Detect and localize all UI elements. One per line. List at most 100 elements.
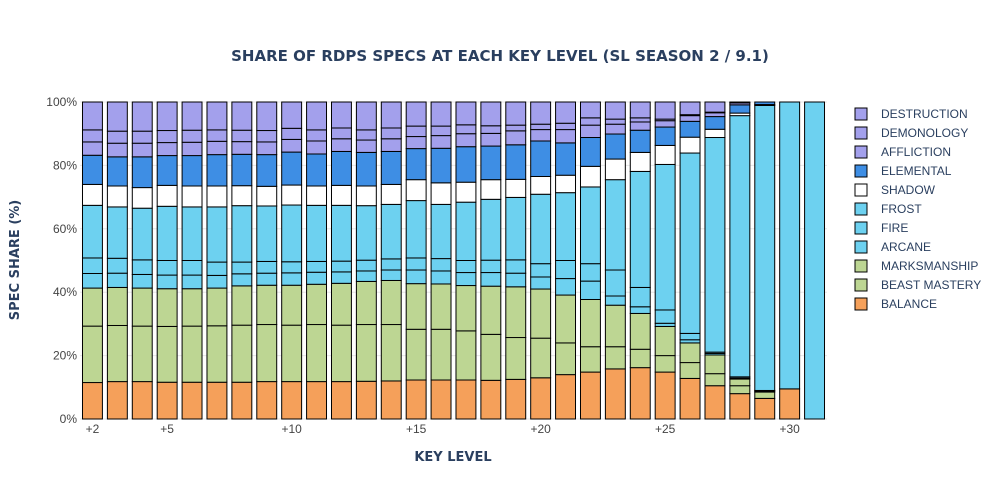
- bar-segment-shadow: [355, 185, 377, 207]
- bar-segment-fire: [81, 257, 103, 274]
- bar-segment-frost: [106, 206, 128, 259]
- bar-segment-destruction: [181, 101, 203, 131]
- bar-segment-shadow: [281, 184, 303, 206]
- legend-label: BEAST MASTERY: [881, 278, 981, 292]
- bar-segment-elemental: [679, 120, 701, 138]
- bar-segment-marksmanship: [81, 287, 103, 327]
- legend-label: BALANCE: [881, 297, 937, 311]
- bar-segment-demonology: [579, 117, 601, 126]
- bar-segment-fire: [256, 260, 278, 274]
- bar-segment-destruction: [106, 101, 128, 132]
- bar-segment-balance: [455, 379, 477, 420]
- bar-segment-fire: [206, 261, 228, 276]
- bar-segment-demonology: [405, 125, 427, 138]
- bar-segment-beast-mastery: [430, 328, 452, 381]
- bar-segment-elemental: [131, 156, 153, 189]
- bar-segment-fire: [355, 259, 377, 272]
- bar-segment-arcane: [231, 273, 253, 287]
- bar-segment-destruction: [281, 101, 303, 129]
- x-tick-label: +25: [655, 422, 676, 436]
- bar-segment-affliction: [654, 120, 676, 128]
- bar-segment-frost: [629, 170, 651, 288]
- bar-segment-marksmanship: [654, 325, 676, 357]
- bar-segment-arcane: [455, 272, 477, 287]
- bar-segment-shadow: [629, 151, 651, 172]
- bar-segment-destruction: [81, 101, 103, 131]
- bar-segment-elemental: [654, 126, 676, 146]
- bar-segment-demonology: [156, 130, 178, 144]
- bar-segment-marksmanship: [729, 378, 751, 387]
- legend-label: DEMONOLOGY: [881, 126, 968, 140]
- bar-segment-frost: [380, 203, 402, 260]
- bar-segment-fire: [579, 263, 601, 282]
- bar-segment-demonology: [455, 124, 477, 135]
- legend: DESTRUCTION DEMONOLOGY AFFLICTION ELEMENTAL…: [854, 107, 981, 311]
- bar-segment-shadow: [206, 185, 228, 208]
- legend-swatch: [854, 202, 868, 216]
- bar-segment-balance: [654, 371, 676, 420]
- bar-segment-balance: [206, 381, 228, 420]
- bar-segment-balance: [380, 380, 402, 420]
- bar-segment-destruction: [579, 101, 601, 119]
- bar-segment-beast-mastery: [480, 333, 502, 381]
- bar-segment-affliction: [455, 133, 477, 148]
- bar-segment-elemental: [629, 129, 651, 153]
- bar-segment-destruction: [455, 101, 477, 126]
- bar-segment-elemental: [81, 154, 103, 185]
- bar-segment-fire: [306, 260, 328, 273]
- bar-segment-demonology: [604, 118, 626, 125]
- bar-segment-elemental: [106, 156, 128, 187]
- x-tick-label: +15: [406, 422, 427, 436]
- bar-segment-balance: [281, 381, 303, 420]
- bar-segment-frost: [704, 137, 726, 353]
- y-tick-label: 60%: [53, 222, 77, 236]
- bar-segment-balance: [629, 367, 651, 420]
- bar-segment-destruction: [530, 101, 552, 125]
- bar-segment-affliction: [679, 115, 701, 122]
- bar-segment-beast-mastery: [729, 385, 751, 395]
- bar-segment-beast-mastery: [505, 337, 527, 380]
- bar-segment-affliction: [131, 142, 153, 158]
- bar-segment-shadow: [530, 175, 552, 195]
- bar-segment-arcane: [306, 271, 328, 285]
- bar-segment-shadow: [430, 182, 452, 205]
- bar-segment-beast-mastery: [330, 324, 352, 383]
- bar-segment-destruction: [355, 101, 377, 131]
- bar-segment-frost: [131, 207, 153, 261]
- bar-segment-elemental: [579, 137, 601, 167]
- bar-segment-beast-mastery: [281, 324, 303, 383]
- bar-segment-beast-mastery: [81, 325, 103, 384]
- bar-segment-arcane: [156, 274, 178, 290]
- bar-segment-frost: [654, 163, 676, 311]
- bar-segment-shadow: [679, 136, 701, 154]
- bar-segment-beast-mastery: [106, 324, 128, 383]
- bar-segment-shadow: [505, 178, 527, 198]
- bar-segment-affliction: [480, 132, 502, 147]
- bar-segment-shadow: [181, 185, 203, 208]
- bar-segment-demonology: [281, 127, 303, 140]
- bar-segment-fire: [231, 261, 253, 275]
- bar-segment-marksmanship: [455, 285, 477, 332]
- bar-segment-beast-mastery: [355, 324, 377, 382]
- bar-segment-frost: [604, 179, 626, 271]
- bar-segment-balance: [181, 381, 203, 420]
- bar-segment-frost: [455, 201, 477, 261]
- bar-segment-affliction: [106, 142, 128, 158]
- bar-segment-elemental: [181, 155, 203, 187]
- bar-segment-demonology: [231, 129, 253, 143]
- bar-segment-balance: [106, 381, 128, 420]
- bar-segment-destruction: [306, 101, 328, 131]
- y-axis-title: SPEC SHARE (%): [8, 200, 23, 320]
- axes: 0% 20% 40% 60% 80% 100% +2 +5 +10 +15 +20 +25 +30: [46, 95, 800, 436]
- bar-segment-demonology: [206, 129, 228, 142]
- legend-swatch: [854, 183, 868, 197]
- legend-label: SHADOW: [881, 183, 936, 197]
- bar-segment-destruction: [679, 101, 701, 116]
- bar-segment-affliction: [380, 138, 402, 152]
- bars: [81, 101, 826, 420]
- bar-segment-destruction: [405, 101, 427, 127]
- bar-segment-fire: [106, 257, 128, 274]
- bar-segment-shadow: [131, 187, 153, 209]
- bar-segment-balance: [604, 368, 626, 420]
- bar-segment-destruction: [206, 101, 228, 131]
